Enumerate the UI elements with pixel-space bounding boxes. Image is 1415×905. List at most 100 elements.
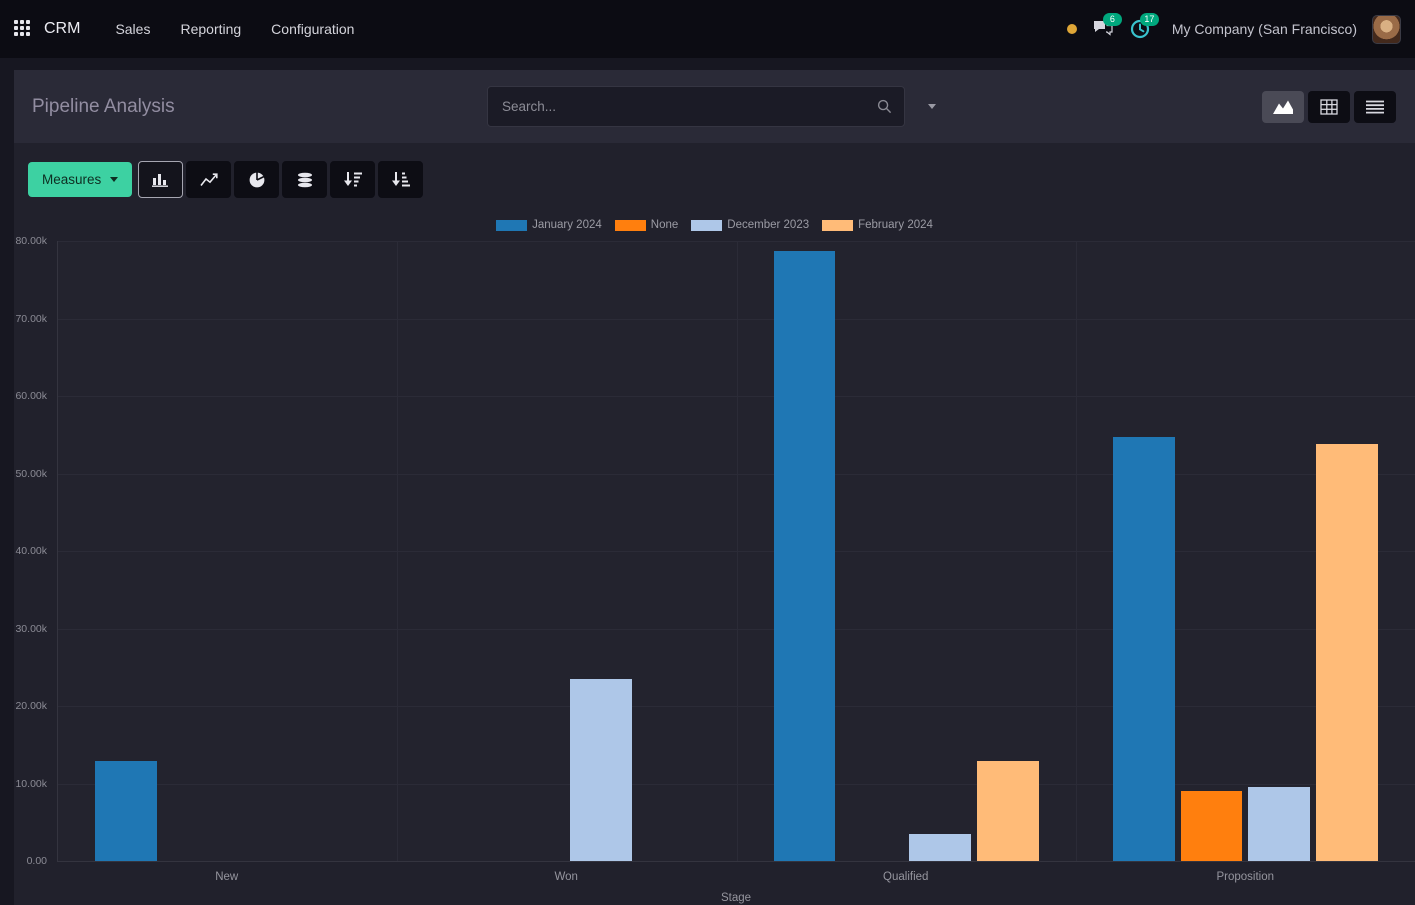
bar-slot bbox=[1180, 241, 1243, 861]
view-graph-button[interactable] bbox=[1262, 90, 1304, 123]
list-icon bbox=[1366, 100, 1384, 114]
search-options-toggle[interactable] bbox=[922, 98, 942, 115]
y-tick-label: 80.00k bbox=[15, 235, 47, 247]
bar-chart-button[interactable] bbox=[138, 161, 184, 198]
chart-type-group bbox=[138, 161, 424, 198]
legend-item[interactable]: December 2023 bbox=[691, 219, 809, 231]
view-list-button[interactable] bbox=[1354, 90, 1396, 123]
apps-grid-icon[interactable] bbox=[14, 20, 32, 38]
bar-slot bbox=[909, 241, 971, 861]
chart-bar[interactable] bbox=[773, 251, 836, 861]
chart-bar[interactable] bbox=[1316, 444, 1378, 861]
chart-toolbar: Measures bbox=[28, 161, 424, 198]
bar-slot bbox=[163, 241, 225, 861]
chart-bar[interactable] bbox=[1248, 787, 1311, 861]
menu-sales[interactable]: Sales bbox=[115, 21, 151, 37]
y-axis: 80.00k 70.00k 60.00k 50.00k 40.00k 30.00k 20.0… bbox=[14, 235, 51, 867]
bar-slot bbox=[773, 241, 836, 861]
legend-item[interactable]: January 2024 bbox=[496, 219, 602, 231]
chart-card: Measures bbox=[14, 143, 1415, 905]
sort-ascending-button[interactable] bbox=[378, 161, 424, 198]
gridline-vertical bbox=[1075, 241, 1077, 861]
y-tick-label: 10.00k bbox=[15, 777, 47, 790]
user-avatar[interactable] bbox=[1372, 14, 1401, 44]
messages-button[interactable]: 6 bbox=[1092, 13, 1122, 40]
y-tick-label: 70.00k bbox=[15, 312, 47, 325]
y-tick-label: 40.00k bbox=[15, 545, 47, 557]
bar-slot bbox=[1316, 241, 1378, 861]
y-tick-label: 60.00k bbox=[15, 390, 47, 402]
view-switcher bbox=[1262, 90, 1396, 123]
activities-button[interactable]: 17 bbox=[1129, 13, 1159, 40]
x-tick-label: New bbox=[215, 871, 239, 883]
chart-bar[interactable] bbox=[1180, 791, 1243, 861]
line-chart-button[interactable] bbox=[186, 161, 232, 198]
bar-slot bbox=[1112, 241, 1175, 861]
chart-bar[interactable] bbox=[909, 833, 971, 861]
y-tick-label: 0.00 bbox=[26, 855, 47, 867]
bar-group bbox=[58, 241, 397, 861]
control-panel: Pipeline Analysis bbox=[14, 70, 1415, 143]
app-name[interactable]: CRM bbox=[44, 20, 81, 37]
legend-label: None bbox=[650, 219, 679, 231]
page-title: Pipeline Analysis bbox=[32, 95, 175, 117]
chart-bar[interactable] bbox=[95, 761, 157, 861]
company-switcher[interactable]: My Company (San Francisco) bbox=[1171, 21, 1357, 37]
y-tick-label: 30.00k bbox=[15, 622, 47, 635]
chevron-down-icon bbox=[110, 177, 119, 182]
chart-bar[interactable] bbox=[1112, 437, 1175, 861]
legend-swatch bbox=[496, 219, 528, 231]
sort-asc-icon bbox=[391, 172, 410, 187]
menu-reporting[interactable]: Reporting bbox=[180, 21, 242, 37]
search-box[interactable] bbox=[487, 86, 905, 127]
x-tick-label: Qualified bbox=[883, 871, 929, 883]
measures-button[interactable]: Measures bbox=[28, 162, 133, 197]
bar-group bbox=[397, 241, 736, 861]
view-pivot-button[interactable] bbox=[1308, 90, 1350, 123]
chart-bar[interactable] bbox=[976, 761, 1039, 861]
bar-slot bbox=[298, 241, 360, 861]
topbar: CRM Sales Reporting Configuration 6 17 M… bbox=[0, 0, 1415, 58]
bar-slot bbox=[569, 241, 632, 861]
y-tick-label: 50.00k bbox=[15, 467, 47, 480]
legend-label: December 2023 bbox=[727, 219, 810, 231]
legend-label: February 2024 bbox=[858, 219, 933, 231]
legend-swatch bbox=[691, 219, 723, 231]
messages-badge: 6 bbox=[1102, 13, 1122, 26]
stacked-toggle-button[interactable] bbox=[282, 161, 328, 198]
legend-item[interactable]: February 2024 bbox=[822, 219, 933, 231]
sort-descending-button[interactable] bbox=[330, 161, 376, 198]
chart-plot bbox=[57, 241, 1415, 862]
chart-legend: January 2024 None December 2023 February 20… bbox=[14, 219, 1415, 231]
legend-swatch bbox=[614, 219, 646, 231]
x-axis-title: Stage bbox=[720, 892, 752, 904]
search-icon bbox=[877, 99, 892, 114]
chart-bar[interactable] bbox=[569, 678, 632, 861]
bar-slot bbox=[95, 241, 157, 861]
bar-group bbox=[737, 241, 1076, 861]
sort-desc-icon bbox=[343, 172, 362, 187]
line-chart-icon bbox=[200, 172, 218, 186]
pivot-table-icon bbox=[1320, 98, 1338, 115]
bar-group bbox=[1076, 241, 1415, 861]
search-input[interactable] bbox=[500, 98, 877, 115]
search-area bbox=[487, 70, 942, 143]
stacked-discs-icon bbox=[297, 172, 312, 187]
gridline-vertical bbox=[397, 241, 399, 861]
menu-configuration[interactable]: Configuration bbox=[271, 21, 355, 37]
x-tick-label: Proposition bbox=[1216, 871, 1275, 883]
bar-slot bbox=[1248, 241, 1311, 861]
bar-slot bbox=[638, 241, 700, 861]
legend-item[interactable]: None bbox=[614, 219, 679, 231]
pie-chart-button[interactable] bbox=[234, 161, 280, 198]
bar-chart-icon bbox=[151, 174, 168, 187]
y-tick-label: 20.00k bbox=[15, 700, 47, 712]
bar-slot bbox=[976, 241, 1039, 861]
status-dot-icon bbox=[1066, 24, 1077, 34]
activities-badge: 17 bbox=[1139, 13, 1159, 26]
legend-swatch bbox=[822, 219, 854, 231]
chevron-down-icon bbox=[928, 104, 936, 109]
bar-slot bbox=[434, 241, 496, 861]
gridline-vertical bbox=[736, 241, 738, 861]
bar-slot bbox=[231, 241, 293, 861]
